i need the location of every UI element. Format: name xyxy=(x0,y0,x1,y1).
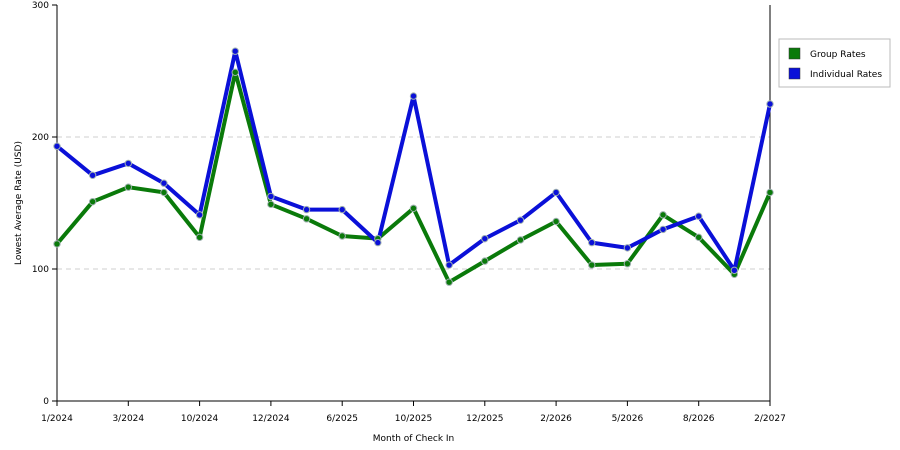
individual-rates-point xyxy=(53,142,61,150)
y-tick-label: 100 xyxy=(32,265,49,275)
individual-rates-point xyxy=(588,238,596,247)
group-rates-point xyxy=(445,278,453,286)
group-rates-point xyxy=(481,257,489,265)
x-tick-label: 12/2024 xyxy=(252,414,290,424)
x-tick-label: 5/2026 xyxy=(612,414,644,424)
group-rates-point xyxy=(695,233,703,242)
group-rates-point xyxy=(552,217,560,226)
data-points xyxy=(53,47,774,286)
group-rates-point xyxy=(88,197,97,206)
x-axis-label: Month of Check In xyxy=(373,434,455,444)
group-rates-point xyxy=(338,232,346,240)
group-rates-point xyxy=(302,215,311,223)
individual-rates-point xyxy=(552,188,560,197)
individual-rates-point xyxy=(445,261,453,269)
individual-rates-point xyxy=(409,92,418,100)
grid xyxy=(57,136,770,270)
x-tick-label: 12/2025 xyxy=(466,414,503,424)
group-rates-point xyxy=(267,200,275,209)
individual-rates-point xyxy=(374,238,382,247)
individual-rates-point xyxy=(516,216,525,224)
y-tick-label: 300 xyxy=(32,1,49,11)
x-tick-label: 6/2025 xyxy=(326,414,358,424)
axes: 0 100 200 300 1/2024 3/2024 10/2024 12/2024 6/20… xyxy=(32,1,786,424)
legend: Group Rates Individual Rates xyxy=(778,38,891,88)
group-rates-point xyxy=(195,233,204,242)
x-tick-label: 2/2026 xyxy=(540,414,572,424)
y-tick-label: 200 xyxy=(32,133,49,143)
group-rates-point xyxy=(53,240,61,248)
x-tick-label: 10/2024 xyxy=(181,414,219,424)
group-rates-point xyxy=(409,204,418,212)
individual-rates-point xyxy=(267,192,275,201)
legend-swatch-group-rates xyxy=(788,47,801,60)
individual-rates-line xyxy=(55,49,772,273)
individual-rates-point xyxy=(730,266,739,275)
legend-swatch-individual-rates xyxy=(788,67,801,80)
individual-rates-point xyxy=(338,205,346,214)
group-rates-point xyxy=(659,211,667,219)
x-tick-label: 10/2025 xyxy=(395,414,432,424)
individual-rates-point xyxy=(623,244,632,252)
x-tick-label: 2/2027 xyxy=(754,414,786,424)
group-rates-point xyxy=(124,183,133,191)
individual-rates-point xyxy=(659,225,667,234)
individual-rates-point xyxy=(231,47,239,55)
series-lines xyxy=(55,49,772,285)
x-tick-label: 8/2026 xyxy=(683,414,715,424)
group-rates-point xyxy=(231,68,239,77)
individual-rates-point xyxy=(195,211,204,219)
y-axis-label: Lowest Average Rate (USD) xyxy=(14,141,24,265)
individual-rates-point xyxy=(695,212,703,220)
x-tick-label: 1/2024 xyxy=(41,414,73,424)
group-rates-point xyxy=(766,188,774,197)
y-tick-label: 0 xyxy=(43,397,49,407)
individual-rates-point xyxy=(766,100,774,108)
individual-rates-point xyxy=(481,234,489,243)
individual-rates-point xyxy=(88,171,97,179)
legend-label-individual-rates: Individual Rates xyxy=(810,70,882,80)
x-tick-label: 3/2024 xyxy=(112,414,144,424)
group-rates-point xyxy=(588,261,596,269)
individual-rates-point xyxy=(124,159,133,168)
individual-rates-point xyxy=(160,179,168,187)
group-rates-point xyxy=(160,188,168,197)
legend-label-group-rates: Group Rates xyxy=(810,50,866,60)
group-rates-point xyxy=(623,260,632,268)
group-rates-point xyxy=(516,236,525,244)
individual-rates-point xyxy=(302,205,311,214)
